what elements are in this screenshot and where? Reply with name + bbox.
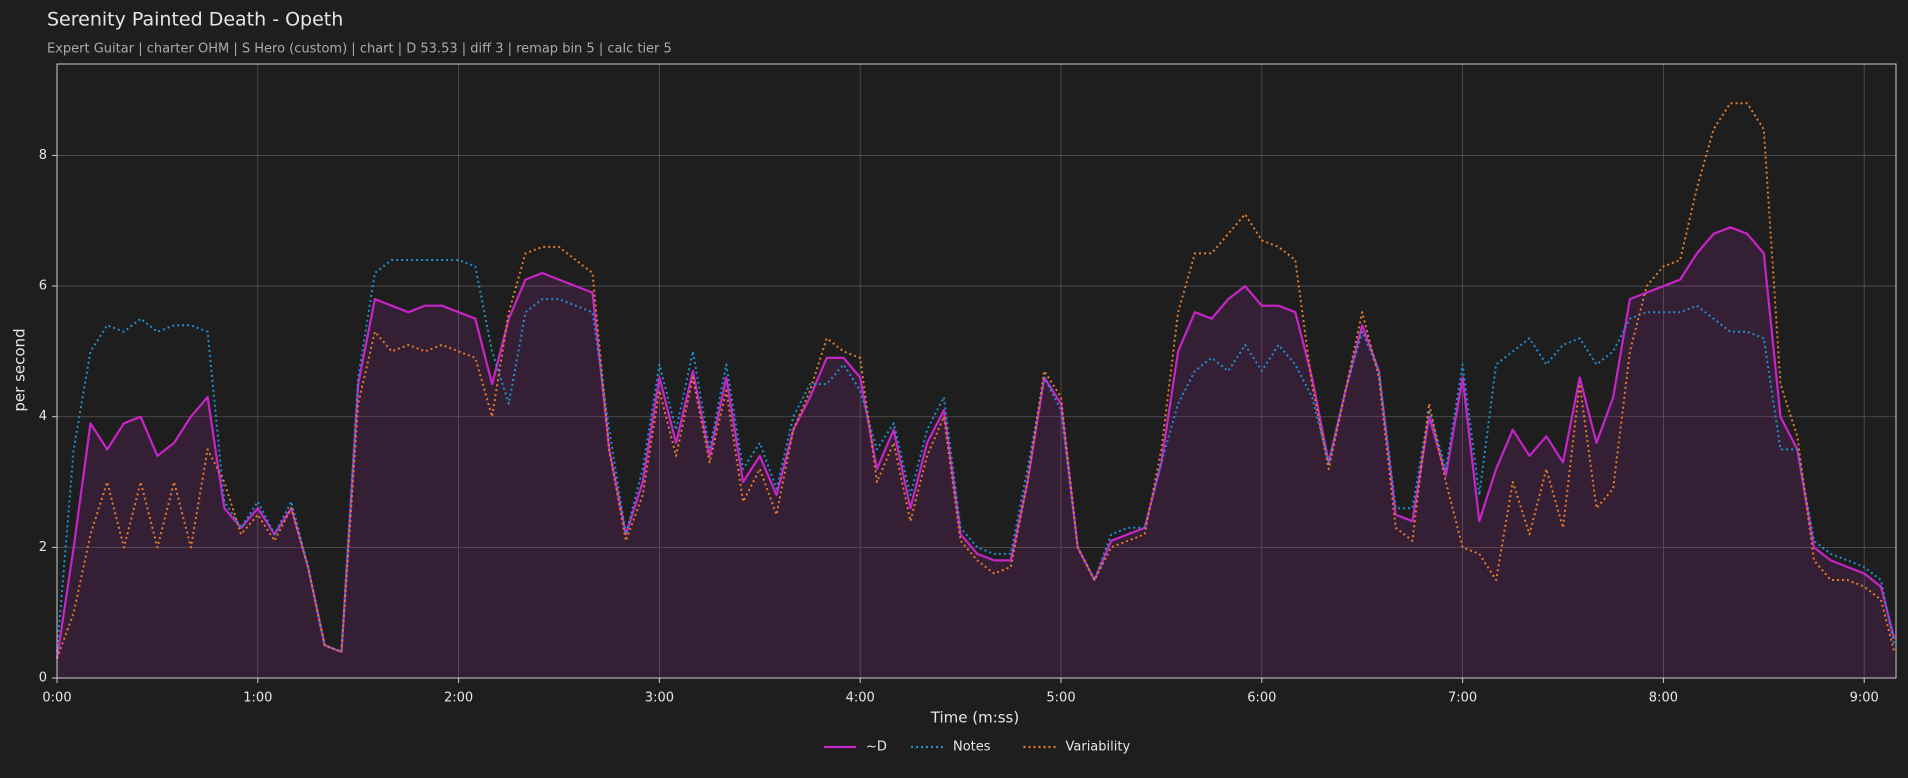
chart-title: Serenity Painted Death - Opeth — [47, 9, 343, 31]
x-tick-label: 8:00 — [1649, 691, 1678, 706]
legend-label: ~D — [866, 740, 887, 755]
series-line — [55, 226, 1896, 659]
plot-frame — [56, 63, 1897, 679]
x-axis-label: Time (m:ss) — [930, 709, 1019, 727]
y-tick-label: 8 — [39, 148, 47, 163]
x-tick-label: 2:00 — [444, 691, 473, 706]
x-tick-label: 1:00 — [243, 691, 272, 706]
x-tick-label: 4:00 — [846, 691, 875, 706]
x-tick-label: 7:00 — [1448, 691, 1477, 706]
x-tick-label: 5:00 — [1046, 691, 1075, 706]
chart-subtitle: Expert Guitar | charter OHM | S Hero (cu… — [47, 42, 672, 57]
y-axis-label: per second — [11, 328, 29, 411]
y-tick-label: 6 — [39, 279, 47, 294]
y-tick-label: 4 — [39, 409, 47, 424]
legend-label: Variability — [1066, 740, 1131, 755]
x-tick-label: 6:00 — [1247, 691, 1276, 706]
x-tick-label: 3:00 — [645, 691, 674, 706]
legend-label: Notes — [953, 740, 991, 755]
x-tick-label: 9:00 — [1850, 691, 1879, 706]
x-tick-label: 0:00 — [42, 691, 71, 706]
y-tick-label: 2 — [39, 540, 47, 555]
series-line — [56, 102, 1896, 659]
area-fill — [57, 227, 1895, 679]
y-tick-label: 0 — [39, 671, 47, 686]
